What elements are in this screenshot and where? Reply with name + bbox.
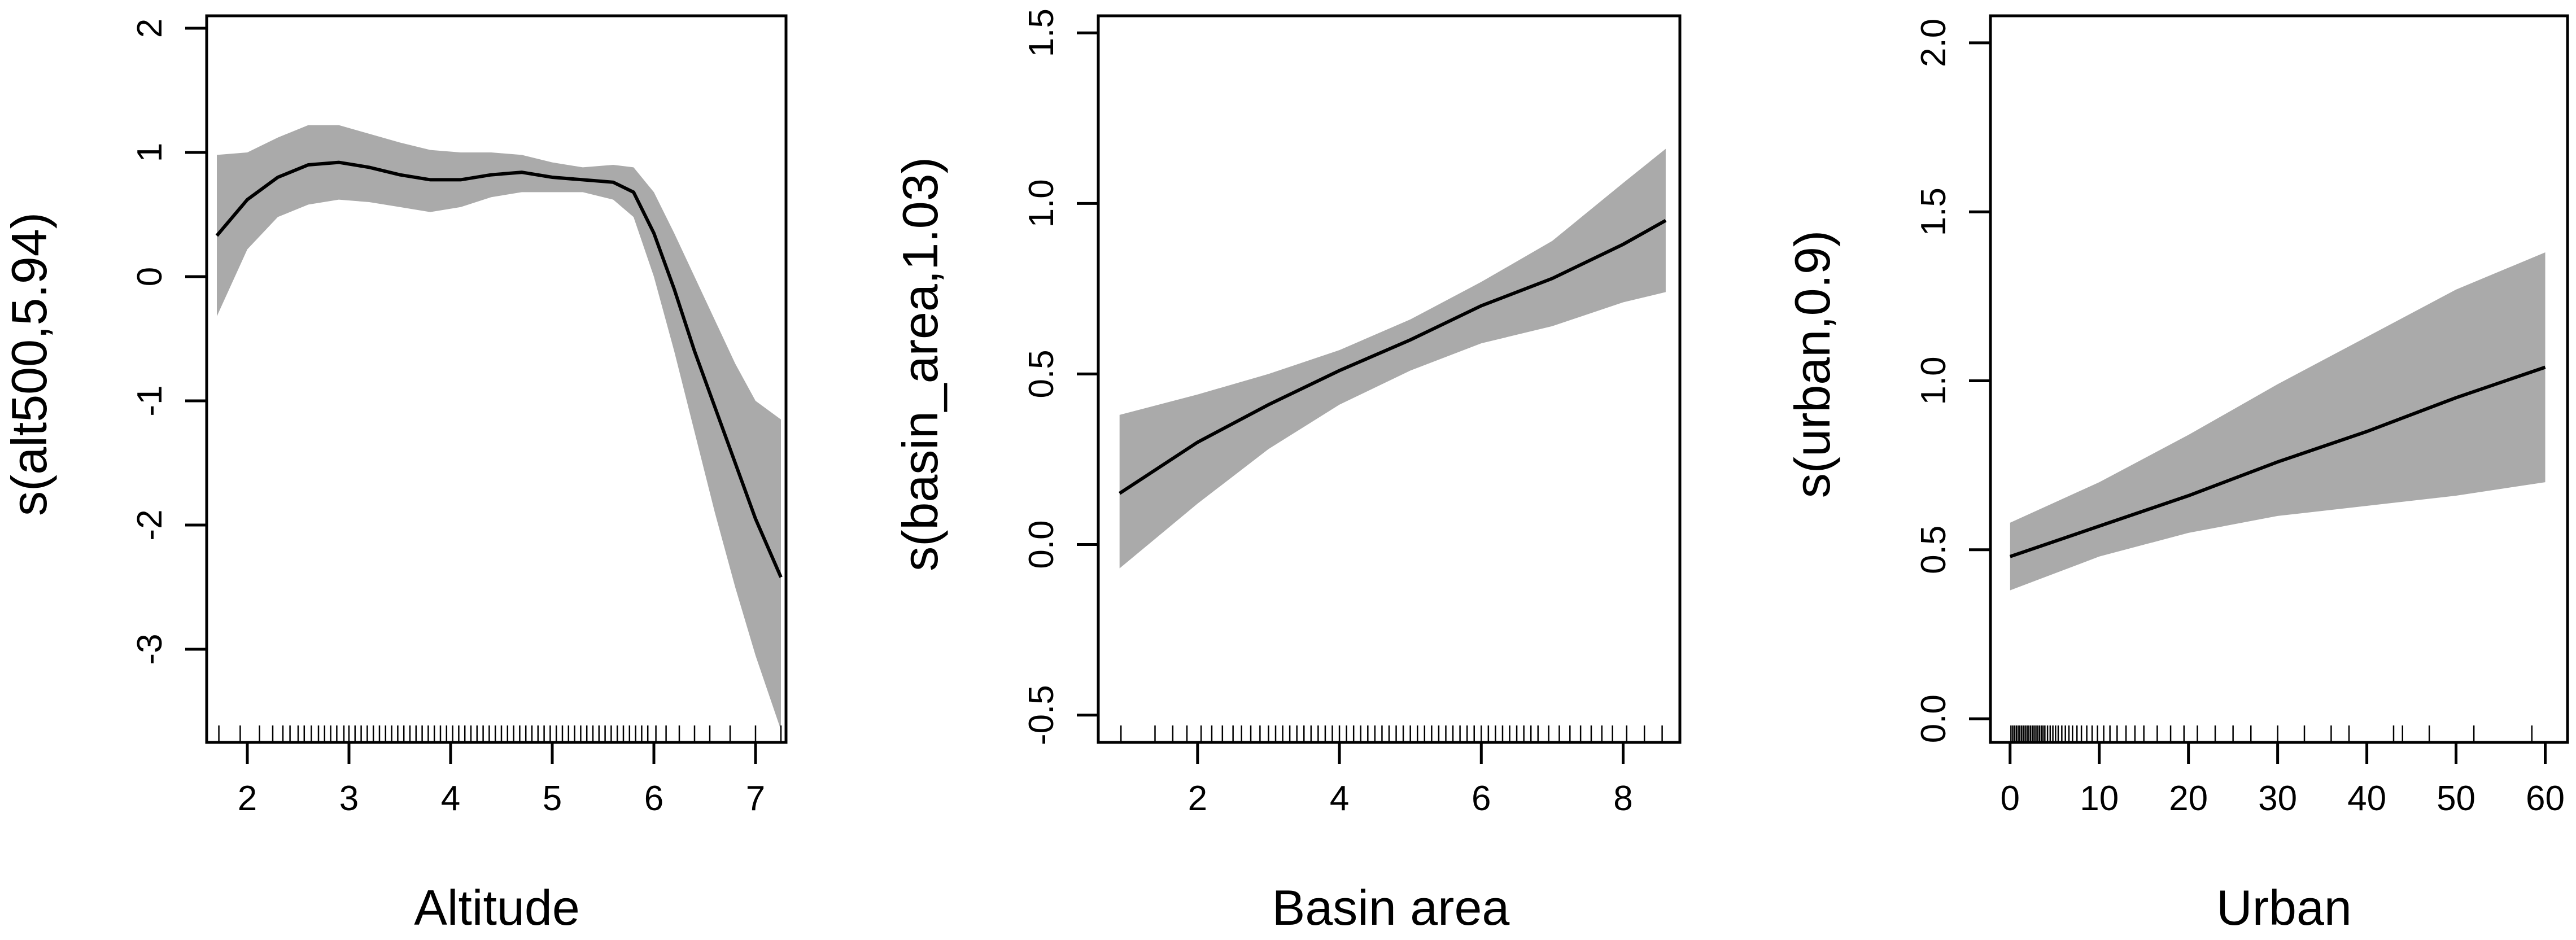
y-axis-label: s(basin_area,1.03) [892,157,948,571]
x-axis-label: Urban [2216,880,2352,935]
x-tick-label: 60 [2526,779,2565,818]
y-tick-label: 0 [130,267,169,286]
x-tick-label: 5 [543,779,562,818]
x-tick-label: 8 [1613,779,1632,818]
x-axis-label: Altitude [414,880,580,935]
y-tick-label: 1.5 [1022,8,1061,57]
x-tick-label: 4 [441,779,460,818]
confidence-band [217,125,781,731]
y-tick-label: 1.0 [1022,179,1061,228]
y-tick-label: 1.5 [1914,187,1953,236]
x-tick-label: 40 [2347,779,2386,818]
y-tick-label: 0.0 [1022,520,1061,569]
confidence-band [2010,252,2546,591]
y-axis-label: s(urban,0.9) [1784,230,1840,498]
y-tick-label: 1 [130,143,169,162]
y-axis-label: s(alt500,5.94) [1,212,57,516]
y-tick-label: 2.0 [1914,19,1953,67]
x-tick-label: 7 [746,779,765,818]
fitted-line [1119,218,1667,495]
fitted-line [215,160,783,578]
x-tick-label: 4 [1330,779,1349,818]
fitted-line [2009,365,2546,558]
y-tick-label: 0.5 [1022,349,1061,398]
panel-urban: Urban s(urban,0.9) 0 10 20 30 40 50 60 0.0 0.5 1.… [1784,14,2569,935]
x-tick-label: 2 [238,779,257,818]
x-tick-label: 20 [2169,779,2208,818]
y-tick-label: 0.0 [1914,694,1953,743]
y-tick-label: 2 [130,19,169,38]
panel-altitude: Altitude s(alt500,5.94) 2 3 4 5 6 7 -3 -2 -1 0 1 2 [1,14,788,935]
y-tick-label: 1.0 [1914,356,1953,405]
confidence-band [1119,148,1666,569]
x-tick-label: 3 [339,779,359,818]
panel-basin-area: Basin area s(basin_area,1.03) 2 4 6 8 -0.5 0.… [892,8,1682,935]
x-tick-label: 50 [2437,779,2475,818]
x-tick-label: 0 [2001,779,2020,818]
y-tick-label: -2 [130,509,169,540]
x-tick-label: 30 [2258,779,2297,818]
y-tick-label: -0.5 [1022,685,1061,745]
x-tick-label: 6 [644,779,663,818]
x-tick-label: 2 [1188,779,1207,818]
x-axis-label: Basin area [1272,880,1510,935]
y-tick-label: -1 [130,385,169,416]
y-tick-label: -3 [130,633,169,664]
x-tick-label: 10 [2080,779,2119,818]
y-tick-label: 0.5 [1914,526,1953,574]
x-tick-label: 6 [1472,779,1491,818]
